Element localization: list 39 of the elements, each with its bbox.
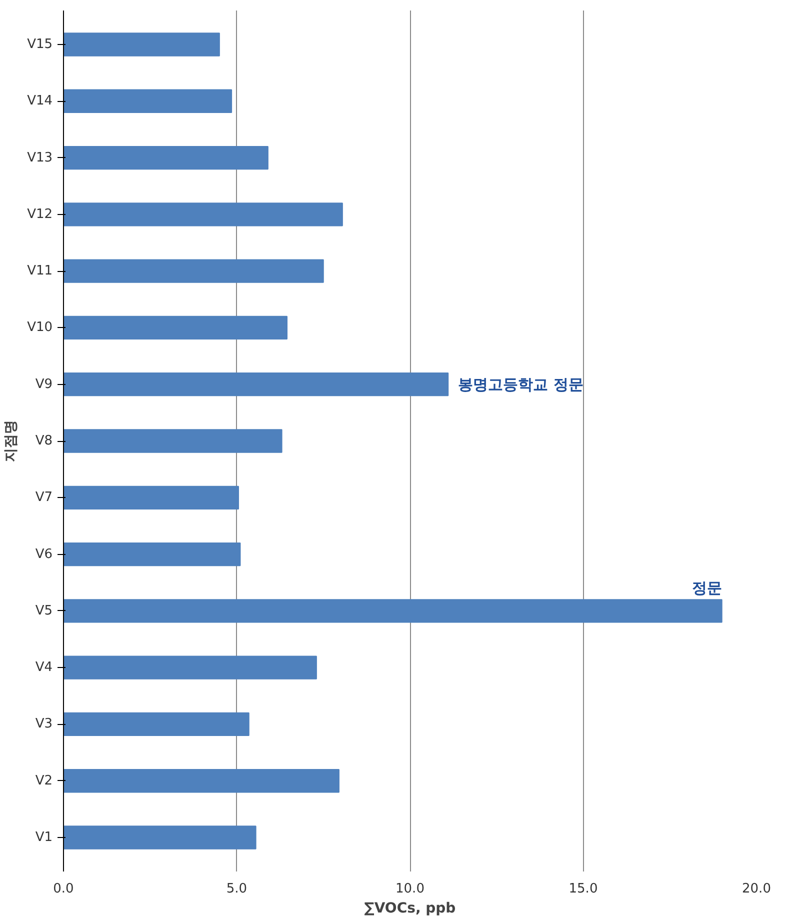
bar <box>64 89 232 113</box>
bar <box>64 769 340 793</box>
y-tick-label: V14 <box>27 94 52 109</box>
annotation: 봉명고등학교 정문 <box>458 375 584 394</box>
bar <box>64 32 220 56</box>
bar <box>64 656 317 680</box>
y-tick-label: V13 <box>27 150 52 166</box>
bar <box>64 259 324 283</box>
bar <box>64 599 722 623</box>
bar <box>64 542 241 566</box>
y-tick-label: V4 <box>35 660 53 676</box>
x-tick-label: 0.0 <box>53 882 74 896</box>
bar <box>64 712 250 736</box>
y-tick-label: V1 <box>35 830 53 846</box>
y-tick-label: V7 <box>35 490 53 506</box>
y-axis-title: 지점명 <box>3 420 20 462</box>
x-tick-label: 10.0 <box>396 882 424 896</box>
y-tick-label: V6 <box>35 546 53 562</box>
y-tick-label: V11 <box>27 264 52 279</box>
y-tick-label: V2 <box>35 773 53 788</box>
bar <box>64 202 343 226</box>
y-tick-label: V12 <box>27 206 52 222</box>
y-tick-label: V5 <box>35 603 53 618</box>
bar <box>64 486 239 510</box>
bar <box>64 429 282 453</box>
bar <box>64 146 268 170</box>
x-tick-label: 5.0 <box>226 882 248 896</box>
x-axis-title: ∑VOCs, ppb <box>364 900 456 916</box>
y-tick-label: V3 <box>35 716 53 732</box>
annotation: 정문 <box>692 578 722 597</box>
bar <box>64 372 449 396</box>
y-tick-label: V15 <box>27 36 52 52</box>
bar <box>64 316 288 340</box>
y-tick-label: V8 <box>35 434 53 448</box>
x-tick-label: 20.0 <box>742 882 771 896</box>
x-tick-label: 15.0 <box>568 882 598 896</box>
y-tick-label: V10 <box>27 320 52 336</box>
y-tick-label: V9 <box>35 376 53 392</box>
bar <box>64 826 256 850</box>
